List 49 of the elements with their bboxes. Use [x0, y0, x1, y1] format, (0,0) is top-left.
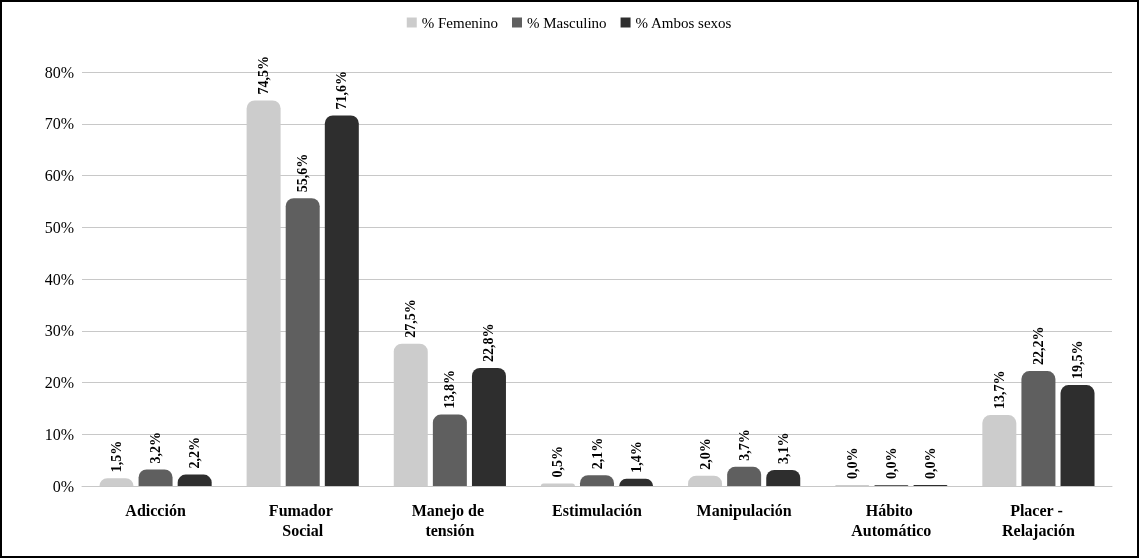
data-label: 13,7% — [991, 370, 1007, 410]
data-label: 71,6% — [334, 70, 350, 110]
data-label: 55,6% — [295, 153, 311, 193]
data-label: 1,4% — [628, 441, 644, 473]
data-label: 2,1% — [589, 437, 605, 470]
x-tick-label: Hábito Automático — [851, 501, 932, 539]
data-label: 1,5% — [108, 440, 124, 473]
x-tick-label: Placer - Relajación — [1001, 501, 1075, 540]
bar — [138, 469, 173, 486]
bar — [727, 466, 762, 486]
legend-label: % Masculino — [527, 14, 607, 31]
data-label: 19,5% — [1070, 340, 1086, 380]
bar — [766, 469, 801, 486]
data-label: 3,7% — [736, 429, 752, 461]
data-label: 3,2% — [148, 431, 164, 464]
x-tick-label: Estimulación — [552, 501, 642, 519]
data-label: 2,0% — [697, 438, 713, 470]
data-label: 27,5% — [403, 299, 419, 338]
data-label: 0,5% — [550, 445, 566, 478]
bar — [1060, 385, 1095, 486]
x-tick-label: Adicción — [125, 501, 186, 519]
x-tick-label: Fumador Social — [268, 501, 337, 539]
bar — [432, 414, 467, 486]
data-label: 0,0% — [844, 447, 860, 479]
y-tick-label: 50% — [44, 218, 74, 236]
y-tick-label: 80% — [44, 63, 74, 81]
x-tick-label: Manejo de tensión — [411, 501, 489, 539]
legend-label: % Femenino — [421, 14, 499, 31]
data-label: 3,1% — [775, 432, 791, 464]
y-tick-label: 60% — [44, 167, 74, 184]
data-label: 13,8% — [442, 370, 458, 409]
y-tick-label: 40% — [44, 270, 74, 288]
y-tick-label: 30% — [44, 322, 74, 340]
bar — [1021, 371, 1056, 486]
y-tick-label: 70% — [44, 115, 74, 133]
x-tick-label: Manipulación — [696, 501, 792, 520]
y-tick-label: 0% — [52, 477, 74, 495]
bar — [285, 198, 320, 486]
data-label: 22,8% — [481, 323, 497, 363]
data-label: 2,2% — [187, 437, 203, 469]
y-tick-label: 10% — [44, 425, 74, 443]
y-tick-label: 20% — [44, 374, 74, 391]
data-label: 0,0% — [922, 447, 938, 479]
data-label: 22,2% — [1030, 326, 1046, 366]
legend-label: % Ambos sexos — [635, 14, 732, 31]
data-label: 74,5% — [256, 55, 272, 95]
data-label: 0,0% — [883, 447, 899, 479]
bar — [324, 115, 359, 486]
bar — [471, 368, 506, 486]
